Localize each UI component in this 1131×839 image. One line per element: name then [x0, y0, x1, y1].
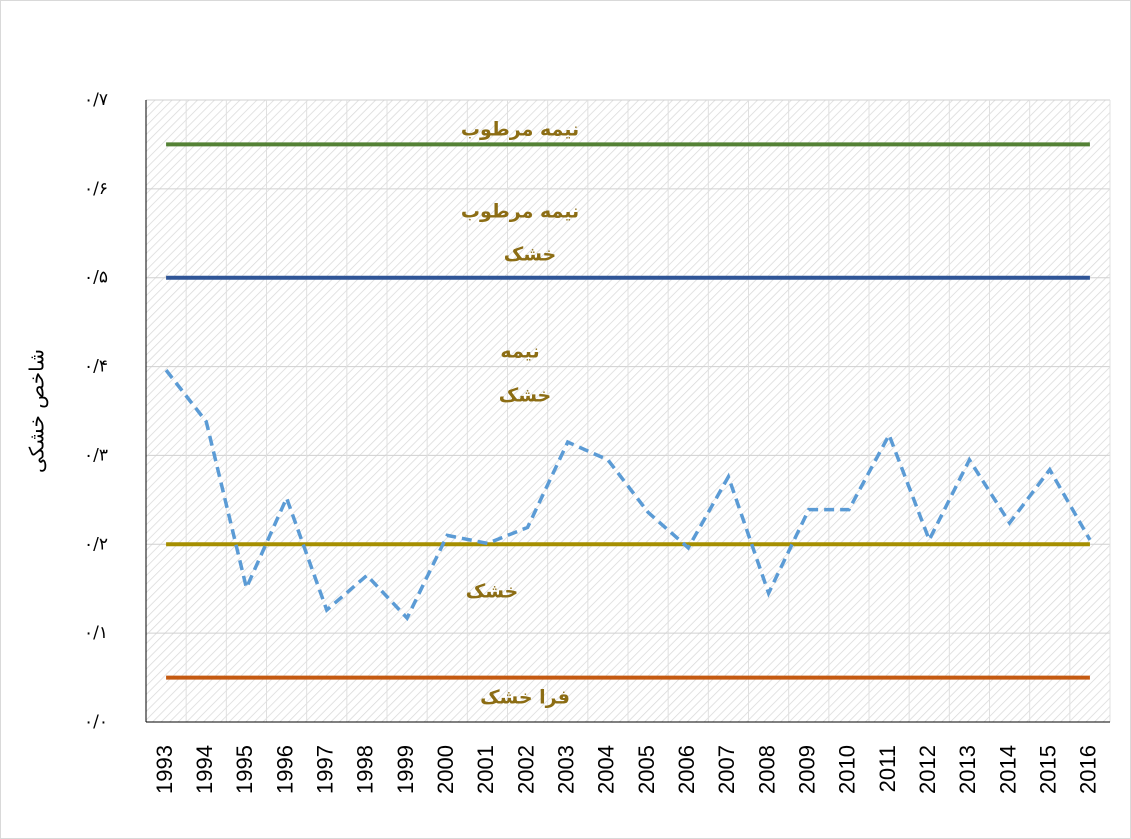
zone-label: نیمه مرطوب [461, 119, 579, 141]
y-tick-label: ۰/۱ [84, 623, 108, 643]
y-axis-title: شاخص خشکی [25, 349, 49, 473]
x-tick-label: 2001 [473, 745, 498, 794]
x-tick-label: 1998 [353, 745, 378, 794]
x-tick-label: 2007 [714, 745, 739, 794]
x-tick-label: 2006 [674, 745, 699, 794]
series-line [164, 369, 1092, 622]
x-tick-label: 1996 [272, 745, 297, 794]
x-tick-label: 2008 [754, 745, 779, 794]
y-tick-label: ۰/۰ [84, 712, 108, 732]
x-tick-label: 2003 [554, 745, 579, 794]
y-tick-label: ۰/۷ [84, 90, 108, 110]
zone-label: خشک [504, 244, 556, 266]
x-tick-label: 2005 [634, 745, 659, 794]
y-tick-label: ۰/۵ [84, 268, 108, 288]
x-tick-label: 1995 [232, 745, 257, 794]
x-tick-label: 2002 [513, 745, 538, 794]
x-tick-label: 2009 [795, 745, 820, 794]
zone-label: نیمه [500, 341, 539, 363]
y-tick-label: ۰/۶ [84, 179, 108, 199]
x-tick-label: 2013 [955, 745, 980, 794]
x-tick-label: 1999 [393, 745, 418, 794]
y-tick-label: ۰/۳ [84, 445, 108, 465]
y-tick-label: ۰/۲ [84, 534, 108, 554]
x-tick-label: 1994 [192, 745, 217, 794]
x-tick-label: 2012 [915, 745, 940, 794]
x-tick-label: 2016 [1076, 745, 1101, 794]
x-tick-label: 2010 [835, 745, 860, 794]
x-tick-label: 2000 [433, 745, 458, 794]
x-tick-label: 2014 [995, 745, 1020, 794]
zone-label: خشک [466, 581, 518, 603]
x-tick-label: 1993 [152, 745, 177, 794]
zone-label: خشک [499, 385, 551, 407]
x-tick-label: 2015 [1036, 745, 1061, 794]
zone-label: نیمه مرطوب [461, 201, 579, 223]
y-tick-label: ۰/۴ [84, 357, 108, 377]
x-tick-label: 1997 [313, 745, 338, 794]
zone-label: فرا خشک [480, 687, 570, 709]
x-tick-label: 2011 [875, 745, 900, 792]
x-tick-label: 2004 [594, 745, 619, 794]
